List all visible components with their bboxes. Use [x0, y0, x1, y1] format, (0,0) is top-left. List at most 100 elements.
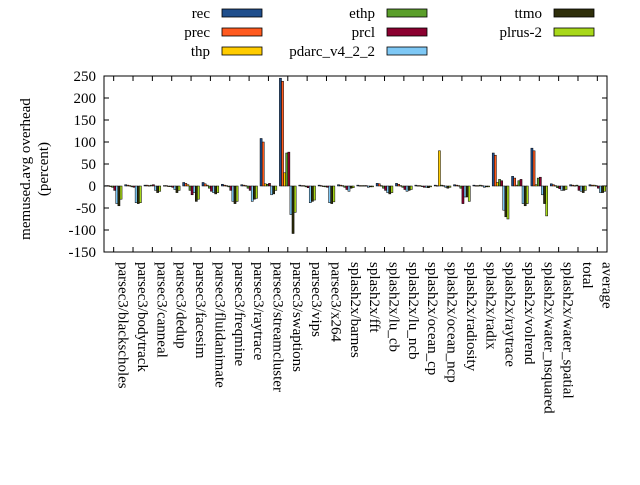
bar-rec — [453, 184, 456, 187]
bar-plrus-2 — [158, 185, 162, 192]
y-tick-label: 50 — [81, 157, 96, 173]
bar-rec — [182, 182, 186, 187]
x-tick-label: splash2x/barnes — [347, 262, 363, 358]
bar-thp — [263, 183, 267, 187]
bar-ttmo — [330, 185, 334, 204]
bar-rec — [511, 176, 514, 187]
bar-pdarc_v4_2_2 — [308, 185, 312, 203]
legend-swatch — [386, 46, 428, 56]
bar-ethp — [246, 185, 250, 189]
bar-prcl — [345, 185, 349, 190]
bar-thp — [147, 185, 151, 187]
x-tick-label: splash2x/radix — [482, 262, 498, 350]
y-tick-label: 0 — [89, 179, 97, 195]
bar-ttmo — [214, 185, 217, 195]
bar-pdarc_v4_2_2 — [250, 185, 254, 202]
bar-thp — [322, 185, 325, 187]
bar-prcl — [268, 183, 271, 187]
bar-prcl — [306, 185, 310, 189]
bar-ttmo — [253, 185, 256, 200]
bar-ethp — [188, 185, 192, 191]
bar-prcl — [229, 185, 233, 191]
bar-thp — [573, 185, 577, 187]
y-tick-label: -50 — [76, 201, 96, 217]
y-axis-title-line: memused.avg overhead — [18, 98, 34, 240]
x-tick-label: splash2x/raytrace — [502, 262, 518, 367]
bar-thp — [438, 150, 441, 187]
bar-rec — [279, 77, 282, 187]
bar-ethp — [382, 185, 385, 189]
bar-prec — [107, 185, 110, 187]
legend-label: rec — [192, 6, 211, 22]
x-tick-label: parsec3/fluidanimate — [211, 262, 227, 388]
plot-frame — [103, 75, 608, 253]
x-tick-label: splash2x/lu_ncb — [405, 262, 421, 360]
legend-label: prcl — [352, 25, 375, 41]
bar-ttmo — [581, 185, 585, 193]
bar-ethp — [227, 185, 230, 188]
bar-ttmo — [407, 185, 411, 191]
x-tick-label: parsec3/bodytrack — [134, 262, 150, 372]
bar-pdarc_v4_2_2 — [521, 185, 525, 204]
bar-prec — [339, 184, 342, 187]
bar-plrus-2 — [293, 185, 297, 213]
y-tick-label: -100 — [69, 223, 97, 239]
x-tick-label: parsec3/x264 — [327, 262, 343, 342]
bar-thp — [302, 185, 306, 187]
bar-rec — [143, 184, 147, 187]
bar-plrus-2 — [487, 185, 490, 188]
bar-ttmo — [156, 185, 159, 193]
bar-plrus-2 — [332, 185, 336, 203]
bar-plrus-2 — [139, 185, 142, 203]
legend-label: pdarc_v4_2_2 — [289, 44, 375, 60]
bar-prcl — [364, 185, 368, 187]
bar-ttmo — [272, 185, 275, 195]
bar-prec — [571, 184, 575, 187]
x-tick-label: splash2x/ocean_cp — [424, 262, 440, 375]
x-tick-label: splash2x/lu_cb — [386, 262, 402, 352]
legend-label: thp — [191, 44, 210, 60]
x-tick-label: parsec3/facesim — [192, 262, 208, 359]
bar-pdarc_v4_2_2 — [289, 185, 293, 215]
bar-pdarc_v4_2_2 — [347, 185, 351, 192]
bar-ttmo — [291, 185, 295, 234]
x-tick-label: splash2x/water_spatial — [560, 262, 576, 399]
bar-plrus-2 — [119, 185, 123, 200]
legend-swatch — [221, 27, 263, 37]
x-tick-label: average — [598, 262, 614, 309]
bar-prec — [223, 184, 226, 187]
bar-ttmo — [427, 185, 430, 189]
y-tick-label: -150 — [69, 245, 97, 261]
bar-plrus-2 — [545, 185, 548, 217]
bar-rec — [105, 185, 108, 187]
bar-thp — [244, 185, 248, 187]
bar-rec — [124, 184, 127, 187]
bar-prcl — [577, 185, 581, 191]
bars — [105, 77, 606, 234]
legend-swatch — [221, 8, 263, 18]
bar-prcl — [597, 185, 600, 189]
x-tick-label: splash2x/radiosity — [463, 262, 479, 372]
bar-plrus-2 — [235, 185, 239, 202]
bar-ttmo — [485, 185, 488, 188]
bar-ethp — [440, 184, 443, 187]
bar-prcl — [171, 185, 175, 188]
bar-thp — [457, 185, 461, 187]
bar-plrus-2 — [525, 185, 529, 204]
legend-swatch — [553, 8, 595, 18]
bar-thp — [360, 185, 364, 187]
bar-ttmo — [175, 185, 179, 193]
bar-prec — [436, 185, 439, 187]
bar-ttmo — [504, 185, 508, 218]
bar-prec — [145, 184, 149, 187]
bar-prec — [494, 154, 497, 187]
bar-prcl — [481, 185, 484, 187]
bar-prcl — [132, 185, 136, 188]
x-tick-label: parsec3/dedup — [173, 262, 189, 349]
x-tick-label: splash2x/ocean_ncp — [444, 262, 460, 383]
bar-prcl — [558, 185, 561, 189]
bar-rec — [337, 184, 340, 187]
bar-thp — [399, 185, 403, 187]
bar-ethp — [556, 185, 559, 189]
